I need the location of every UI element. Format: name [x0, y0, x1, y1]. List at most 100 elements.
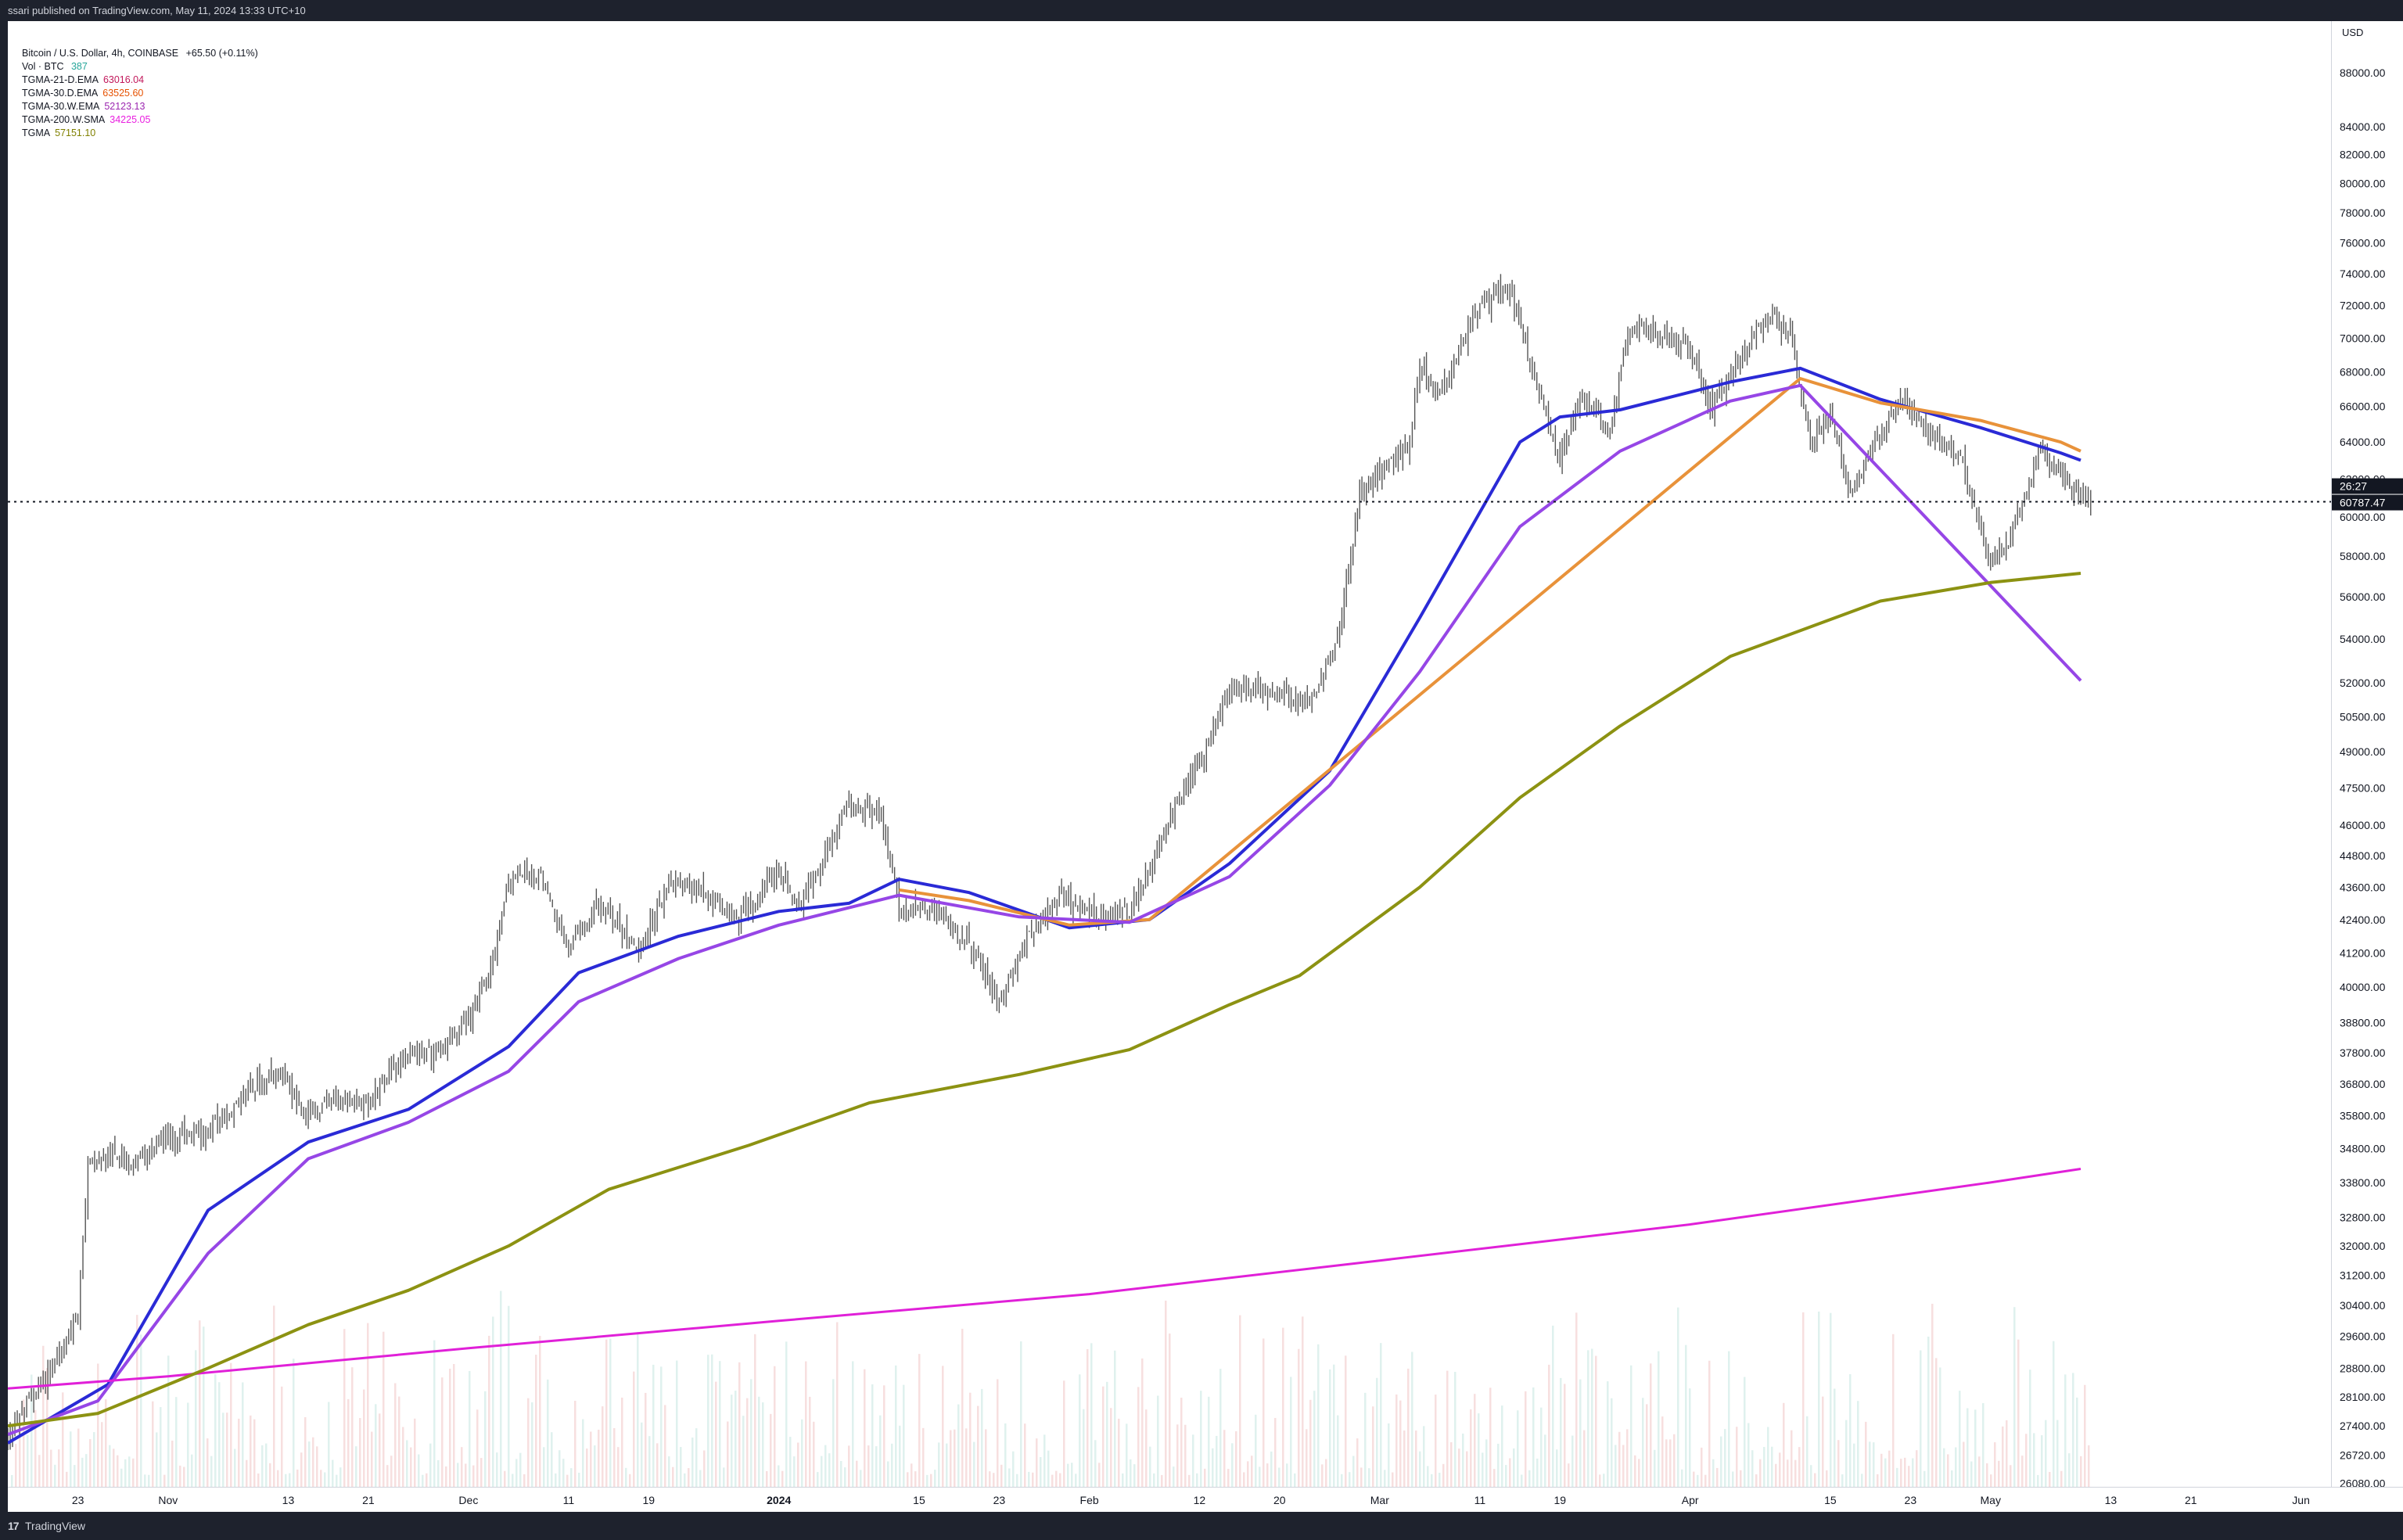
volume-bar	[1028, 1471, 1030, 1487]
volume-bar	[422, 1474, 424, 1487]
volume-bar	[1360, 1467, 1363, 1487]
volume-bar	[1489, 1387, 1492, 1487]
volume-bar	[828, 1453, 831, 1487]
volume-bar	[214, 1374, 217, 1487]
volume-bar	[347, 1398, 350, 1487]
volume-bar	[1083, 1409, 1085, 1487]
volume-bar	[977, 1405, 979, 1487]
volume-bar	[375, 1404, 377, 1487]
volume-bar	[551, 1432, 553, 1487]
volume-bar	[930, 1474, 932, 1487]
chart-pane[interactable]: Bitcoin / U.S. Dollar, 4h, COINBASE +65.…	[8, 21, 2331, 1487]
volume-bar	[379, 1413, 381, 1487]
volume-bar	[793, 1456, 796, 1487]
volume-bar	[1884, 1458, 1887, 1487]
price-chart[interactable]	[8, 21, 2331, 1487]
time-axis-ticks: 23 Nov 13 21 Dec 11 19 2024 15 23 Feb 12 20 Mar 11 19 Ap…	[72, 1494, 2310, 1506]
volume-bar	[281, 1386, 283, 1487]
volume-bar	[609, 1338, 612, 1487]
volume-bar	[844, 1467, 846, 1487]
price-axis[interactable]: USD 88000.00 84000.00 82000.00 80000.00 7800…	[2331, 21, 2403, 1487]
volume-bar	[242, 1382, 244, 1487]
volume-bar	[1927, 1336, 1930, 1487]
volume-bar	[1231, 1443, 1234, 1487]
volume-bar	[1532, 1387, 1535, 1487]
volume-bar	[1544, 1434, 1546, 1487]
volume-bar	[1814, 1473, 1816, 1487]
volume-bar	[261, 1445, 264, 1487]
volume-bar	[1325, 1459, 1327, 1487]
volume-bar	[1591, 1348, 1593, 1487]
tradingview-logo-icon[interactable]: 17	[8, 1520, 20, 1532]
volume-bar	[367, 1323, 369, 1487]
symbol-title[interactable]: Bitcoin / U.S. Dollar, 4h, COINBASE	[22, 48, 179, 59]
volume-bar	[946, 1443, 948, 1487]
volume-bar	[34, 1409, 37, 1487]
legend-indicator-row[interactable]: TGMA-200.W.SMA 34225.05	[22, 113, 258, 127]
volume-bar	[1955, 1447, 1957, 1487]
volume-bar	[707, 1355, 709, 1487]
price-tick-label: 32000.00	[2340, 1240, 2386, 1252]
volume-bar	[1849, 1374, 1852, 1487]
volume-bar	[1963, 1441, 1965, 1487]
volume-bar	[238, 1418, 240, 1487]
chart-legend: Bitcoin / U.S. Dollar, 4h, COINBASE +65.…	[22, 47, 258, 140]
volume-bar	[1090, 1343, 1093, 1487]
volume-bar	[1169, 1334, 1171, 1487]
volume-bar	[852, 1361, 854, 1487]
price-tick-label: 56000.00	[2340, 591, 2386, 603]
volume-bar	[1145, 1409, 1148, 1487]
volume-bar	[1579, 1379, 1582, 1487]
volume-bar	[774, 1366, 776, 1487]
volume-bar	[1020, 1341, 1022, 1487]
volume-bar	[954, 1429, 956, 1487]
volume-bar	[2084, 1384, 2086, 1487]
volume-bar	[2010, 1465, 2012, 1487]
currency-label[interactable]: USD	[2342, 27, 2364, 38]
volume-bar	[918, 1354, 921, 1487]
volume-label[interactable]: Vol · BTC	[22, 61, 64, 72]
volume-bar	[1536, 1458, 1539, 1487]
volume-bar	[1634, 1455, 1636, 1487]
volume-bar	[441, 1377, 444, 1487]
volume-bar	[1415, 1431, 1417, 1487]
volume-bar	[160, 1407, 162, 1487]
volume-bar	[1106, 1381, 1108, 1487]
volume-bar	[1548, 1364, 1550, 1487]
volume-bar	[207, 1438, 209, 1487]
volume-bar	[1630, 1365, 1633, 1487]
volume-bar	[175, 1397, 178, 1487]
time-axis[interactable]: 23 Nov 13 21 Dec 11 19 2024 15 23 Feb 12 20 Mar 11 19 Ap…	[8, 1487, 2403, 1512]
volume-bar	[54, 1464, 56, 1487]
volume-bar	[120, 1468, 123, 1487]
tradingview-brand[interactable]: TradingView	[25, 1520, 86, 1532]
legend-indicator-row[interactable]: TGMA-30.W.EMA 52123.13	[22, 100, 258, 113]
volume-bar	[590, 1431, 592, 1487]
volume-bar	[515, 1459, 518, 1487]
volume-bar	[2088, 1445, 2090, 1487]
price-tick-label: 28100.00	[2340, 1391, 2386, 1403]
volume-bar	[1931, 1303, 1934, 1487]
legend-indicator-row[interactable]: TGMA-21-D.EMA 63016.04	[22, 74, 258, 87]
volume-bar	[1552, 1325, 1554, 1487]
volume-bar	[343, 1329, 346, 1487]
volume-bar	[2033, 1433, 2035, 1487]
volume-bar	[1439, 1473, 1441, 1487]
footer-bar: 17 TradingView	[0, 1512, 2403, 1540]
volume-bar	[633, 1371, 635, 1487]
volume-bar	[605, 1339, 608, 1487]
volume-bar	[449, 1368, 451, 1487]
legend-indicator-row[interactable]: TGMA 57151.10	[22, 127, 258, 140]
volume-bar	[398, 1396, 400, 1487]
volume-bar	[1110, 1408, 1112, 1487]
volume-bar	[496, 1452, 498, 1487]
volume-bar	[629, 1474, 631, 1487]
volume-bar	[1309, 1399, 1312, 1487]
volume-bar	[171, 1440, 174, 1487]
volume-bar	[1419, 1451, 1421, 1487]
price-tick-label: 49000.00	[2340, 745, 2386, 758]
volume-bar	[42, 1345, 45, 1487]
legend-indicator-row[interactable]: TGMA-30.D.EMA 63525.60	[22, 87, 258, 100]
price-tick-label: 42400.00	[2340, 914, 2386, 926]
volume-bar	[1141, 1358, 1144, 1487]
